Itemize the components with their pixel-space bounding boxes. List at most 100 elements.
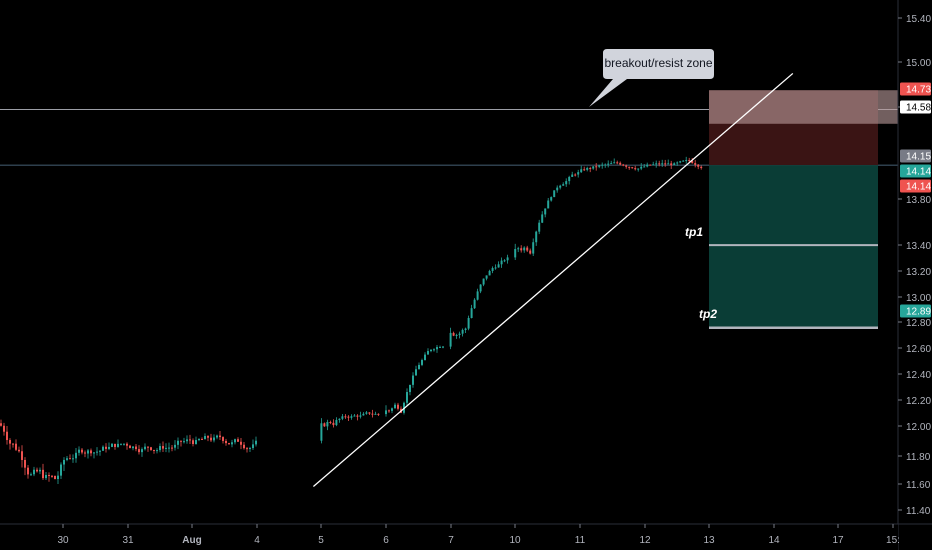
candle	[658, 160, 661, 167]
candle	[604, 163, 607, 168]
x-tick-label: 11	[575, 535, 586, 546]
candle-body	[243, 444, 245, 449]
candle	[177, 437, 179, 450]
breakout-resist-zone-box[interactable]	[709, 90, 902, 124]
candle-body	[222, 437, 224, 441]
candle-body	[541, 214, 544, 223]
trendline[interactable]	[312, 72, 794, 488]
candle-body	[470, 308, 473, 318]
candle-body	[18, 449, 20, 452]
candle	[467, 315, 470, 331]
candle	[649, 164, 652, 166]
candle	[147, 446, 149, 452]
candle	[494, 264, 497, 270]
candle-body	[350, 416, 353, 418]
candle	[556, 185, 559, 193]
candle	[189, 434, 191, 444]
candle-body	[676, 162, 679, 164]
candle-body	[114, 443, 116, 447]
candle	[99, 450, 101, 456]
candle	[535, 230, 538, 246]
candle-body	[60, 464, 62, 476]
price-label-text: 14.58	[906, 103, 931, 114]
take-profit-zone[interactable]	[709, 165, 878, 328]
candle	[162, 441, 164, 453]
plot-area[interactable]: tp1 tp2 breakout/resist zone	[0, 49, 902, 488]
tp1-label: tp1	[685, 225, 703, 239]
candle	[126, 442, 128, 450]
candle-body	[96, 451, 98, 453]
candle	[344, 414, 347, 419]
candle-body	[159, 446, 161, 451]
price-axis[interactable]: 15.4015.0014.6013.8013.4013.2013.0012.80…	[897, 0, 932, 550]
candle	[141, 447, 143, 457]
candle	[207, 435, 209, 442]
candle	[90, 448, 92, 457]
candle-body	[667, 163, 670, 165]
candle	[329, 420, 332, 425]
candle-body	[574, 174, 577, 176]
candle-body	[682, 160, 685, 162]
candle	[48, 472, 50, 482]
price-label-text: 14.14	[906, 182, 931, 193]
candle-body	[691, 160, 694, 164]
candle	[394, 402, 396, 409]
candle-body	[201, 438, 203, 440]
candle-body	[520, 248, 523, 251]
candle-body	[219, 435, 221, 438]
candle	[470, 304, 473, 319]
candle-body	[21, 451, 23, 460]
candle-body	[664, 163, 667, 165]
zone-callout[interactable]: breakout/resist zone	[589, 49, 714, 107]
candle-body	[90, 450, 92, 454]
candle	[180, 440, 182, 447]
candle	[150, 446, 152, 451]
candle	[685, 156, 688, 164]
candle	[433, 348, 435, 352]
candle-body	[180, 440, 182, 442]
candle	[625, 164, 628, 169]
x-tick-label: 10	[509, 535, 521, 546]
candle-body	[371, 413, 374, 415]
candle	[482, 278, 485, 287]
candle-body	[78, 449, 80, 453]
time-axis[interactable]: 30 31 Aug 4 5 6 7 10 11 12 13 14 17 15:	[0, 523, 932, 550]
candle	[421, 358, 423, 367]
candle-body	[338, 418, 341, 420]
candle	[60, 462, 62, 480]
candle-body	[514, 249, 517, 258]
tp2-label: tp2	[699, 307, 717, 321]
y-tick-label: 12.40	[906, 370, 931, 381]
candle	[646, 162, 649, 168]
price-label-text: 14.14	[906, 167, 931, 178]
candle	[246, 446, 248, 453]
candle	[503, 259, 506, 263]
candle	[547, 197, 550, 209]
candle	[622, 163, 625, 167]
x-tick-label: 30	[57, 535, 69, 546]
price-label-bg	[900, 179, 931, 193]
candle-body	[589, 168, 592, 170]
x-tick-label: 31	[122, 535, 134, 546]
candle-body	[377, 413, 380, 415]
candle	[500, 257, 503, 268]
candle	[15, 439, 17, 452]
candle	[464, 327, 467, 333]
candle-body	[497, 264, 500, 268]
candle	[96, 447, 98, 456]
candle-body	[439, 346, 441, 348]
candle	[108, 442, 110, 451]
candle	[550, 196, 553, 202]
candle	[66, 455, 68, 462]
candle-body	[646, 164, 649, 167]
candle	[526, 245, 529, 253]
y-tick-label: 12.20	[906, 396, 931, 407]
candle-body	[661, 163, 664, 165]
candle-body	[15, 443, 17, 450]
candle-body	[252, 444, 254, 449]
candle-body	[697, 164, 700, 167]
candle-body	[6, 431, 8, 441]
candle-body	[580, 169, 583, 173]
candle-body	[568, 176, 571, 182]
